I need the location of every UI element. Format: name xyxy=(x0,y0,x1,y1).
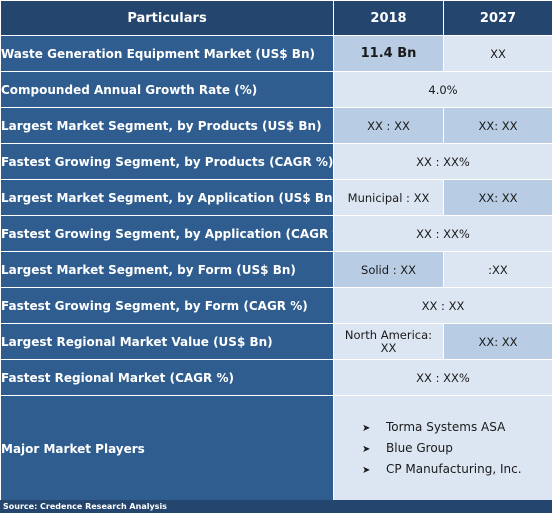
row-label: Largest Market Segment, by Form (US$ Bn) xyxy=(0,251,334,288)
table-row: Fastest Growing Segment, by Application … xyxy=(0,215,552,252)
players-row: Major Market Players ➤ Torma Systems ASA … xyxy=(0,395,552,502)
header-2027: 2027 xyxy=(443,0,552,36)
header-2018: 2018 xyxy=(333,0,444,36)
player-name: CP Manufacturing, Inc. xyxy=(386,462,522,476)
table-row: Fastest Growing Segment, by Products (CA… xyxy=(0,143,552,180)
players-label: Major Market Players xyxy=(0,395,334,502)
merged-value: XX : XX% xyxy=(333,215,552,252)
row-label: Fastest Growing Segment, by Form (CAGR %… xyxy=(0,287,334,324)
row-label: Fastest Growing Segment, by Application … xyxy=(0,215,334,252)
value-2018: 11.4 Bn xyxy=(333,35,444,72)
arrow-bullet-icon: ➤ xyxy=(362,465,371,476)
value-2027: XX: XX xyxy=(443,179,552,216)
table-row: Fastest Regional Market (CAGR %) XX : XX… xyxy=(0,359,552,396)
merged-value: 4.0% xyxy=(333,71,552,108)
table-row: Fastest Growing Segment, by Form (CAGR %… xyxy=(0,287,552,324)
header-particulars: Particulars xyxy=(0,0,334,36)
value-2018: Municipal : XX xyxy=(333,179,444,216)
value-2027: XX: XX xyxy=(443,323,552,360)
row-label: Fastest Growing Segment, by Products (CA… xyxy=(0,143,334,180)
value-2027: XX xyxy=(443,35,552,72)
source-note: Source: Credence Research Analysis xyxy=(0,500,552,513)
merged-value: XX : XX% xyxy=(333,143,552,180)
value-2018-line1: North America: xyxy=(344,327,433,342)
merged-value: XX : XX% xyxy=(333,359,552,396)
list-item: ➤ CP Manufacturing, Inc. xyxy=(362,459,552,480)
row-label: Largest Market Segment, by Products (US$… xyxy=(0,107,334,144)
list-item: ➤ Blue Group xyxy=(362,438,552,459)
value-2018: XX : XX xyxy=(333,107,444,144)
value-2018: North America: XX xyxy=(333,323,444,360)
row-label: Waste Generation Equipment Market (US$ B… xyxy=(0,35,334,72)
list-item: ➤ Torma Systems ASA xyxy=(362,417,552,438)
value-2018: Solid : XX xyxy=(333,251,444,288)
value-2018-line2: XX xyxy=(380,340,397,355)
arrow-bullet-icon: ➤ xyxy=(362,423,371,434)
value-2027: XX: XX xyxy=(443,107,552,144)
table-row: Largest Regional Market Value (US$ Bn) N… xyxy=(0,323,552,360)
table-row: Largest Market Segment, by Products (US$… xyxy=(0,107,552,144)
player-name: Blue Group xyxy=(386,441,453,455)
player-name: Torma Systems ASA xyxy=(386,420,506,434)
table-row: Waste Generation Equipment Market (US$ B… xyxy=(0,35,552,72)
market-summary-table: Particulars 2018 2027 Waste Generation E… xyxy=(0,0,552,502)
table-row: Largest Market Segment, by Application (… xyxy=(0,179,552,216)
players-cell: ➤ Torma Systems ASA ➤ Blue Group ➤ CP Manuf… xyxy=(333,395,552,502)
players-list: ➤ Torma Systems ASA ➤ Blue Group ➤ CP Manuf… xyxy=(335,417,552,480)
table-row: Largest Market Segment, by Form (US$ Bn)… xyxy=(0,251,552,288)
arrow-bullet-icon: ➤ xyxy=(362,444,371,455)
value-2027: :XX xyxy=(443,251,552,288)
merged-value: XX : XX xyxy=(333,287,552,324)
row-label: Largest Regional Market Value (US$ Bn) xyxy=(0,323,334,360)
row-label: Fastest Regional Market (CAGR %) xyxy=(0,359,334,396)
table-row: Compounded Annual Growth Rate (%) 4.0% xyxy=(0,71,552,108)
row-label: Compounded Annual Growth Rate (%) xyxy=(0,71,334,108)
row-label: Largest Market Segment, by Application (… xyxy=(0,179,334,216)
